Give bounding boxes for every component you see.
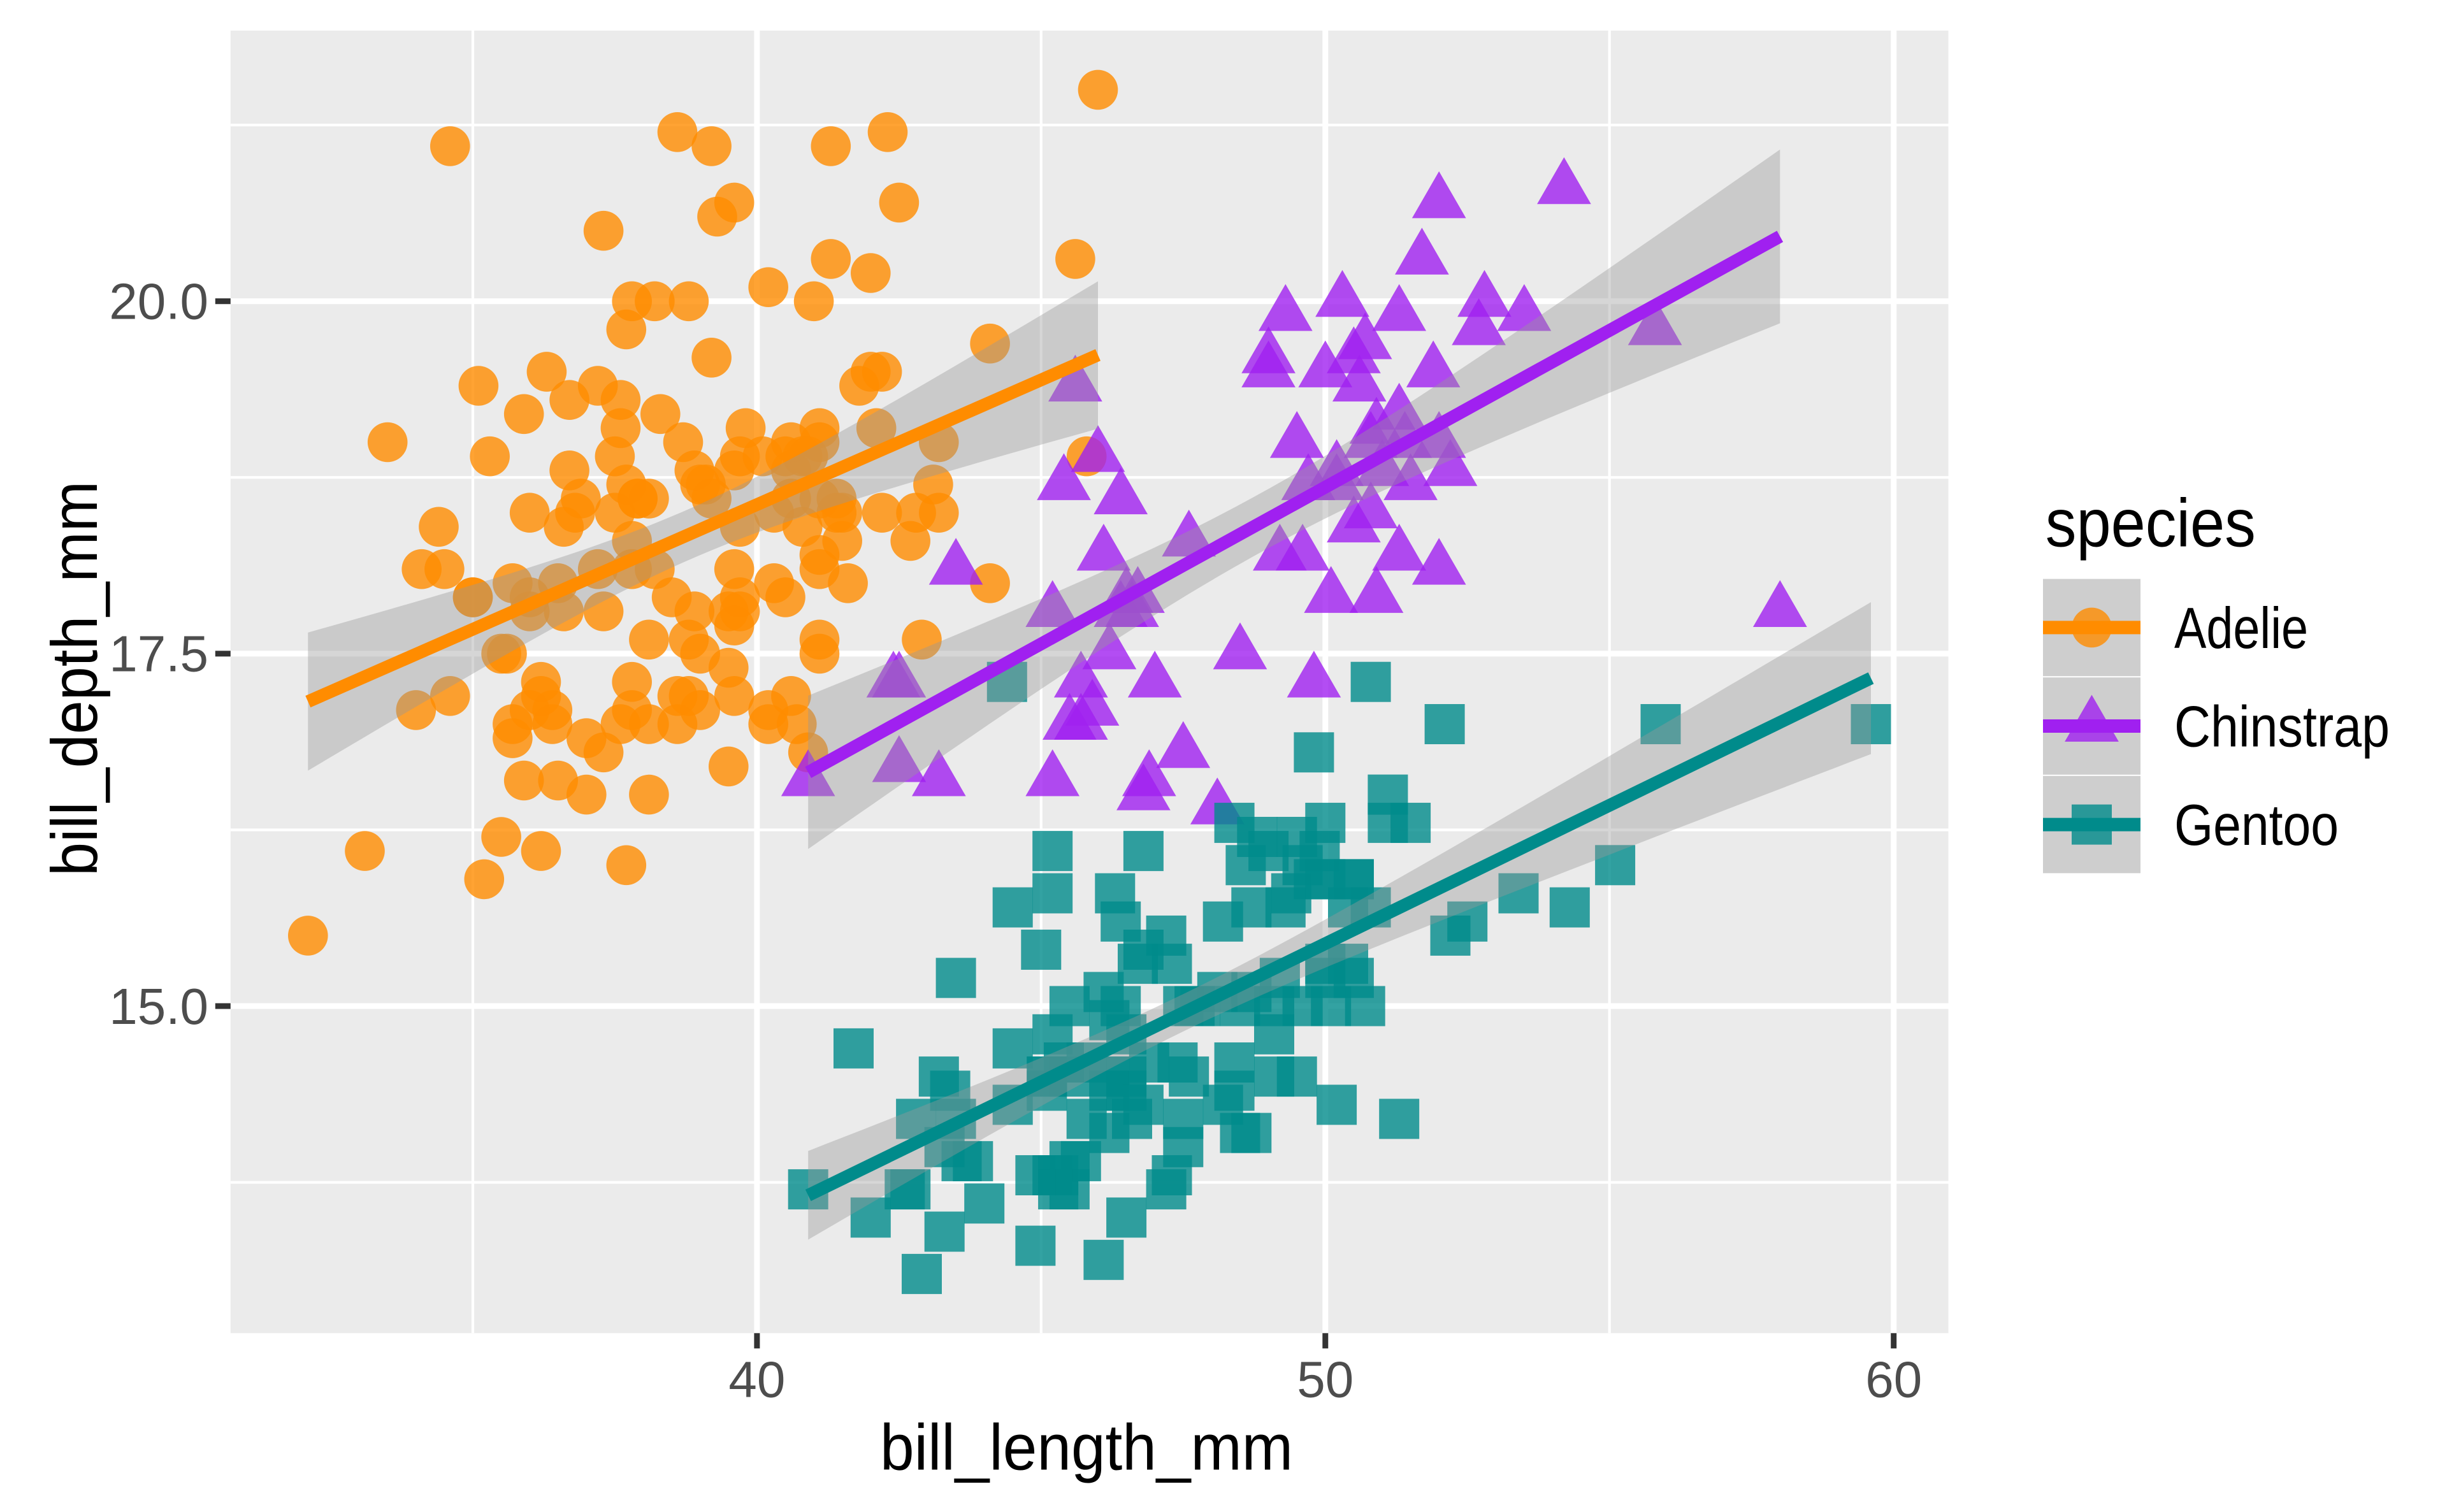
svg-text:bill_length_mm: bill_length_mm	[880, 1411, 1293, 1484]
svg-text:Adelie: Adelie	[2174, 596, 2308, 661]
svg-text:17.5: 17.5	[109, 626, 208, 682]
svg-text:bill_depth_mm: bill_depth_mm	[38, 481, 111, 876]
svg-text:15.0: 15.0	[109, 978, 208, 1035]
svg-text:species: species	[2046, 485, 2256, 561]
svg-text:20.0: 20.0	[109, 273, 208, 330]
svg-text:Chinstrap: Chinstrap	[2174, 695, 2390, 760]
svg-text:60: 60	[1865, 1351, 1922, 1408]
svg-text:Gentoo: Gentoo	[2174, 793, 2339, 858]
svg-text:40: 40	[728, 1351, 785, 1408]
svg-text:50: 50	[1297, 1351, 1353, 1408]
